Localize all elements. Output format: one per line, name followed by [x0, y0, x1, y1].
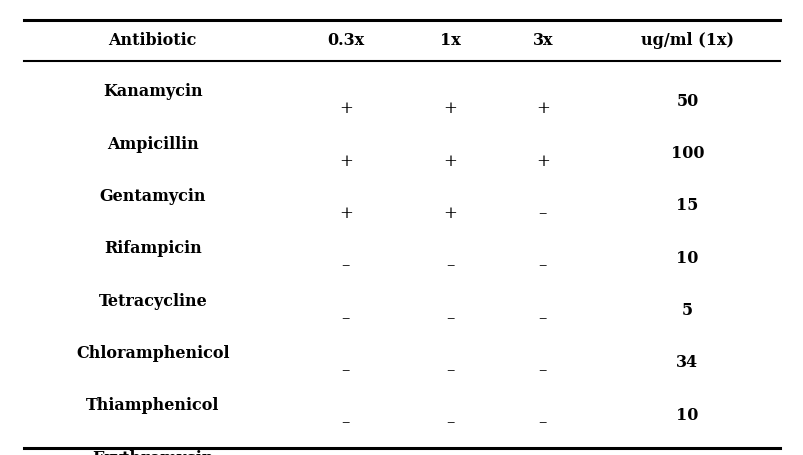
Text: Gentamycin: Gentamycin [100, 188, 206, 205]
Text: Tetracycline: Tetracycline [98, 293, 207, 309]
Text: 10: 10 [675, 407, 698, 424]
Text: –: – [446, 258, 454, 274]
Text: –: – [538, 258, 546, 274]
Text: 50: 50 [675, 93, 698, 110]
Text: –: – [446, 310, 454, 327]
Text: Rifampicin: Rifampicin [104, 240, 202, 257]
Text: Chloramphenicol: Chloramphenicol [76, 345, 229, 362]
Text: +: + [338, 205, 353, 222]
Text: 3x: 3x [532, 32, 552, 50]
Text: Ampicillin: Ampicillin [107, 136, 198, 152]
Text: 0.3x: 0.3x [327, 32, 364, 50]
Text: 10: 10 [675, 250, 698, 267]
Text: 34: 34 [675, 354, 698, 371]
Text: +: + [442, 101, 457, 117]
Text: –: – [446, 415, 454, 431]
Text: +: + [442, 205, 457, 222]
Text: Kanamycin: Kanamycin [103, 83, 202, 100]
Text: Thiamphenicol: Thiamphenicol [86, 397, 219, 414]
Text: 1x: 1x [439, 32, 460, 50]
Text: +: + [442, 153, 457, 170]
Text: 15: 15 [675, 197, 698, 214]
Text: –: – [538, 362, 546, 379]
Text: –: – [341, 415, 349, 431]
Text: +: + [338, 153, 353, 170]
Text: –: – [538, 310, 546, 327]
Text: –: – [538, 205, 546, 222]
Text: –: – [341, 362, 349, 379]
Text: 5: 5 [681, 302, 692, 319]
Text: +: + [338, 101, 353, 117]
Text: ug/ml (1x): ug/ml (1x) [640, 32, 733, 50]
Text: +: + [535, 101, 549, 117]
Text: –: – [446, 362, 454, 379]
Text: 100: 100 [670, 145, 703, 162]
Text: +: + [535, 153, 549, 170]
Text: Antibiotic: Antibiotic [108, 32, 197, 50]
Text: –: – [538, 415, 546, 431]
Text: –: – [341, 310, 349, 327]
Text: –: – [341, 258, 349, 274]
Text: Erythromycin: Erythromycin [92, 450, 214, 455]
